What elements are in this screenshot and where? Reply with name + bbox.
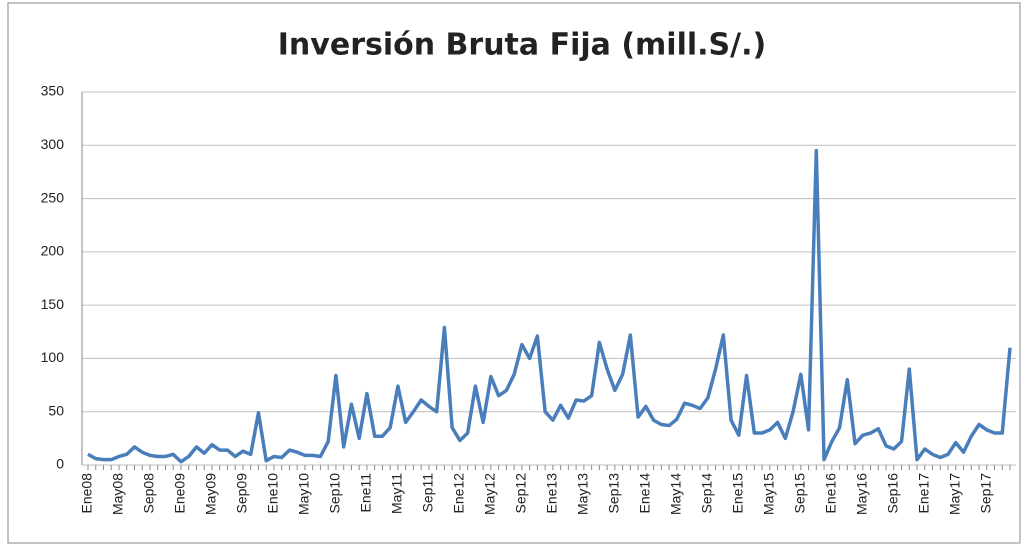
x-tick-label: Ene17 — [915, 473, 931, 514]
x-tick-label: Ene08 — [79, 473, 95, 514]
x-tick-label: Sep14 — [699, 473, 715, 514]
x-tick-label: May10 — [296, 473, 312, 515]
y-tick-label: 100 — [41, 349, 65, 365]
y-tick-label: 50 — [48, 402, 64, 418]
x-tick-label: Ene14 — [637, 473, 653, 514]
y-tick-label: 150 — [41, 296, 65, 312]
y-tick-label: 300 — [41, 136, 65, 152]
x-tick-label: Sep17 — [977, 473, 993, 514]
x-tick-label: Sep15 — [792, 473, 808, 514]
x-tick-label: Sep16 — [884, 473, 900, 514]
x-tick-label: Sep10 — [327, 473, 343, 514]
x-tick-label: Ene15 — [730, 473, 746, 514]
x-tick-label: May16 — [853, 473, 869, 515]
x-tick-label: Sep13 — [606, 473, 622, 514]
x-tick-label: May17 — [946, 473, 962, 515]
x-tick-label: Ene16 — [823, 473, 839, 514]
x-tick-label: Ene10 — [265, 473, 281, 514]
x-tick-label: Sep11 — [420, 473, 436, 513]
x-tick-label: Ene12 — [451, 473, 467, 514]
y-tick-label: 0 — [56, 456, 64, 472]
x-tick-label: May15 — [761, 473, 777, 515]
x-tick-label: Ene13 — [544, 473, 560, 514]
x-tick-label: May11 — [389, 473, 405, 514]
x-tick-label: May13 — [575, 473, 591, 515]
x-tick-label: Sep09 — [234, 473, 250, 514]
x-tick-label: May14 — [668, 473, 684, 515]
x-tick-label: Ene09 — [172, 473, 188, 514]
y-tick-label: 250 — [41, 189, 65, 205]
x-tick-label: May09 — [203, 473, 219, 515]
x-tick-label: Sep12 — [513, 473, 529, 514]
x-tick-label: May08 — [110, 473, 126, 515]
x-tick-label: Sep08 — [141, 473, 157, 514]
chart-border — [7, 2, 1021, 544]
chart-title: Inversión Bruta Fija (mill.S/.) — [278, 28, 766, 63]
data-line — [87, 148, 1012, 464]
y-tick-label: 350 — [41, 83, 65, 99]
x-tick-label: Ene11 — [358, 473, 374, 513]
y-tick-label: 200 — [41, 243, 65, 259]
x-tick-label: May12 — [482, 473, 498, 515]
